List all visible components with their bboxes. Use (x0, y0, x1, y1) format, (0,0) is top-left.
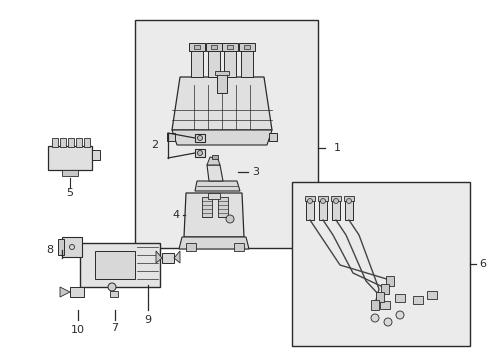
Text: 1: 1 (333, 143, 340, 153)
Bar (224, 49, 236, 77)
Text: 8: 8 (46, 245, 54, 255)
Bar (162, 253, 174, 263)
Bar (210, 45, 217, 49)
Bar (318, 198, 326, 220)
Bar (380, 284, 388, 294)
Polygon shape (179, 237, 248, 249)
Bar (218, 197, 227, 217)
Bar (68, 138, 74, 147)
Bar (207, 193, 220, 199)
Circle shape (333, 198, 338, 203)
Text: 6: 6 (479, 259, 486, 269)
Text: 2: 2 (151, 140, 158, 150)
Bar (268, 133, 276, 141)
Polygon shape (174, 251, 180, 263)
Bar (48, 146, 92, 170)
Bar (394, 294, 404, 302)
Circle shape (307, 198, 312, 203)
Bar (317, 196, 327, 201)
Bar (195, 134, 204, 142)
Bar (375, 292, 383, 302)
Bar (191, 49, 203, 77)
Bar (234, 243, 244, 251)
Bar (62, 170, 78, 176)
Bar (412, 296, 422, 304)
Circle shape (395, 311, 403, 319)
Polygon shape (172, 130, 271, 145)
Bar (331, 198, 339, 220)
Bar (95, 251, 135, 279)
Bar (135, 20, 317, 248)
Text: 4: 4 (172, 210, 179, 220)
Bar (70, 287, 84, 297)
Bar (241, 49, 252, 77)
Circle shape (225, 215, 234, 223)
Bar (84, 138, 90, 147)
Bar (205, 43, 222, 51)
Bar (305, 198, 313, 220)
Bar (52, 138, 58, 147)
Circle shape (370, 314, 378, 322)
Bar (217, 73, 226, 93)
Circle shape (346, 198, 351, 203)
Bar (80, 243, 160, 287)
Bar (185, 243, 196, 251)
Bar (370, 300, 378, 310)
Bar (345, 198, 352, 220)
Polygon shape (206, 165, 223, 181)
Polygon shape (206, 157, 220, 165)
Bar (343, 196, 353, 201)
Bar (76, 138, 82, 147)
Bar (305, 196, 314, 201)
Text: 9: 9 (144, 315, 151, 325)
Bar (207, 49, 220, 77)
Bar (189, 43, 204, 51)
Bar (379, 301, 389, 309)
Text: 3: 3 (252, 167, 259, 177)
Bar (212, 155, 218, 159)
Bar (291, 182, 469, 346)
Bar (62, 237, 82, 257)
Bar (426, 291, 436, 299)
Bar (194, 45, 200, 49)
Polygon shape (183, 193, 244, 237)
Bar (58, 239, 64, 255)
Bar (385, 276, 393, 286)
Polygon shape (172, 77, 271, 130)
Text: 10: 10 (71, 325, 85, 335)
Polygon shape (60, 287, 70, 297)
Bar (222, 43, 238, 51)
Polygon shape (195, 181, 240, 191)
Bar (202, 197, 212, 217)
Text: 5: 5 (66, 188, 73, 198)
Circle shape (197, 135, 202, 140)
Polygon shape (156, 251, 162, 263)
Bar (195, 149, 204, 157)
Bar (330, 196, 340, 201)
Bar (92, 150, 100, 160)
Text: 7: 7 (111, 323, 118, 333)
Bar (239, 43, 254, 51)
Bar (110, 291, 118, 297)
Bar (215, 71, 228, 75)
Bar (244, 45, 249, 49)
Circle shape (320, 198, 325, 203)
Bar (226, 45, 232, 49)
Circle shape (108, 283, 116, 291)
Circle shape (383, 318, 391, 326)
Bar (60, 138, 66, 147)
Bar (167, 133, 175, 141)
Circle shape (197, 150, 202, 156)
